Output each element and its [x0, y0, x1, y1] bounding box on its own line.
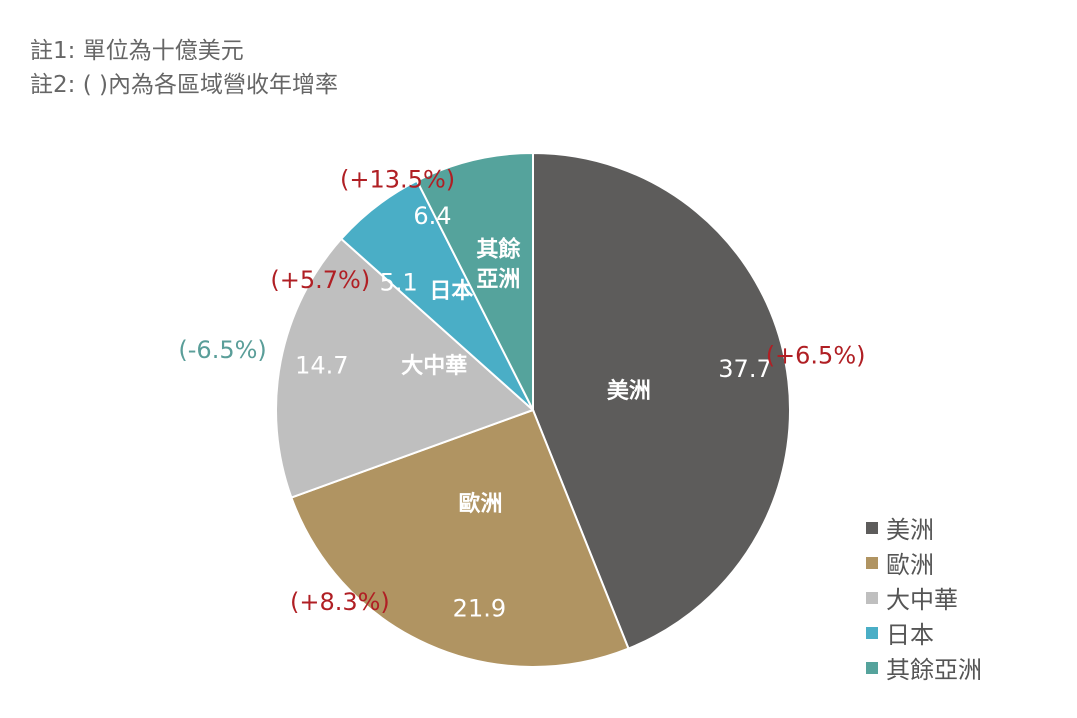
slice-name-rest-of-asia-line2: 亞洲	[476, 268, 520, 293]
slice-name-japan: 日本	[429, 279, 473, 304]
value-label-europe: 21.9	[453, 595, 506, 623]
pie-slice-americas	[532, 152, 791, 650]
slice-name-rest-of-asia-line1: 其餘	[476, 237, 521, 263]
pie-slice-greater-china	[275, 237, 534, 499]
legend-swatch-greater-china	[866, 591, 878, 604]
legend-swatch-rest-of-asia	[866, 661, 878, 674]
pie-slice-rest-of-asia	[415, 152, 534, 411]
legend-label-greater-china: 大中華	[886, 586, 958, 614]
legend-item-rest-of-asia: 其餘亞洲	[866, 650, 982, 685]
legend-swatch-europe	[866, 556, 878, 569]
legend-swatch-japan	[866, 626, 878, 639]
growth-label-europe: (+8.3%)	[290, 588, 390, 616]
chart-legend: 美洲 歐洲 大中華 日本 其餘亞洲	[866, 510, 982, 685]
slice-name-americas: 美洲	[607, 378, 651, 404]
growth-label-rest-of-asia: (+13.5%)	[340, 166, 455, 194]
chart-notes: 註1: 單位為十億美元 註2: ( )內為各區域營收年增率	[30, 34, 338, 102]
legend-item-europe: 歐洲	[866, 545, 982, 580]
value-label-americas: 37.7	[718, 355, 771, 383]
value-label-rest-of-asia: 6.4	[413, 202, 451, 230]
note-growth: 註2: ( )內為各區域營收年增率	[30, 72, 338, 98]
legend-label-rest-of-asia: 其餘亞洲	[886, 656, 982, 684]
pie-slice-europe	[290, 409, 630, 668]
legend-swatch-americas	[866, 521, 878, 534]
note-unit: 註1: 單位為十億美元	[30, 38, 244, 64]
legend-label-japan: 日本	[886, 621, 934, 649]
growth-label-japan: (+5.7%)	[270, 266, 370, 294]
value-label-greater-china: 14.7	[295, 352, 348, 380]
slice-name-greater-china: 大中華	[401, 354, 467, 379]
slice-name-europe: 歐洲	[458, 491, 502, 517]
legend-item-japan: 日本	[866, 615, 982, 650]
growth-label-greater-china: (-6.5%)	[178, 336, 266, 364]
growth-label-americas: (+6.5%)	[766, 342, 866, 370]
legend-item-americas: 美洲	[866, 510, 982, 545]
legend-label-americas: 美洲	[886, 516, 934, 544]
legend-item-greater-china: 大中華	[866, 580, 982, 615]
legend-label-europe: 歐洲	[886, 551, 934, 579]
value-label-japan: 5.1	[380, 269, 418, 297]
